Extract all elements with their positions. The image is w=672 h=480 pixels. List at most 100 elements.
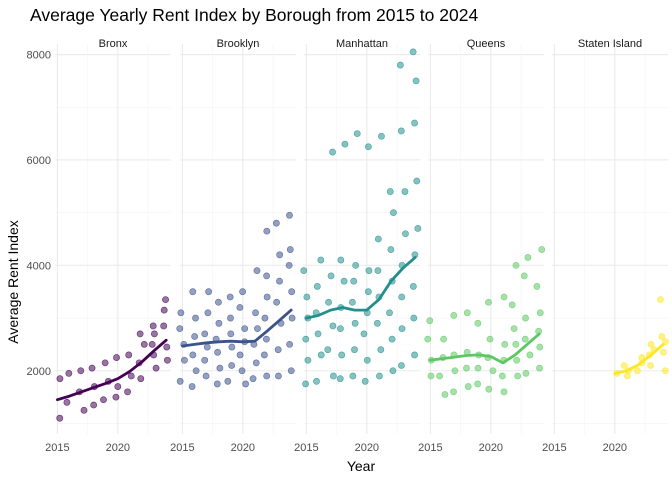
x-tick-label: 2015 (542, 442, 566, 454)
data-point (657, 296, 664, 304)
facet-strip-label: Queens (467, 38, 506, 50)
data-point (353, 130, 361, 137)
data-point (215, 319, 223, 327)
data-point (374, 267, 382, 275)
data-point (314, 330, 322, 338)
data-point (113, 354, 120, 361)
data-point (151, 330, 158, 338)
data-point (216, 364, 224, 372)
data-point (203, 343, 211, 351)
data-point (500, 388, 508, 396)
data-point (389, 367, 397, 375)
y-axis-ticks: 2000 4000 6000 8000 (27, 50, 51, 378)
data-point (90, 401, 98, 409)
facet-panel: Brooklyn 2015 2020 (170, 38, 296, 454)
data-point (239, 288, 247, 296)
data-point (536, 309, 544, 317)
data-point (286, 246, 294, 253)
data-point (313, 377, 320, 385)
data-point (181, 356, 188, 364)
facet-panel: Queens 2015 2020 (418, 38, 546, 454)
data-point (426, 317, 434, 325)
data-point (241, 325, 249, 332)
data-point (411, 119, 418, 127)
data-point (412, 77, 420, 85)
data-point (77, 367, 85, 375)
data-point (386, 309, 393, 317)
trend-line (56, 338, 168, 402)
data-point (348, 298, 356, 306)
data-point (288, 288, 296, 296)
data-point (252, 309, 259, 317)
data-point (524, 254, 532, 261)
data-point (276, 251, 284, 259)
data-point (660, 348, 667, 356)
x-tick-label: 2015 (45, 442, 69, 454)
data-point (352, 261, 360, 269)
data-point (661, 367, 669, 375)
data-point (337, 256, 345, 264)
data-point (276, 277, 283, 285)
data-point (224, 377, 232, 385)
data-point (533, 283, 541, 290)
data-point (409, 48, 417, 56)
data-point (215, 298, 222, 306)
data-point (176, 325, 184, 332)
data-point (148, 341, 156, 348)
y-axis-label: Average Rent Index (5, 220, 21, 344)
data-point (192, 314, 199, 322)
data-point (536, 343, 544, 351)
data-point (520, 272, 528, 280)
data-point (260, 351, 268, 359)
data-point (349, 372, 357, 380)
data-point (474, 319, 482, 327)
data-point (205, 288, 213, 296)
x-tick-label: 2015 (170, 442, 194, 454)
data-point (253, 267, 261, 275)
data-point (441, 391, 449, 398)
data-point (285, 261, 293, 269)
data-point (152, 364, 160, 372)
facet-panels: Bronx 2015 2020 Brooklyn 2015 2020 Manhattan 20… (45, 38, 669, 454)
data-point (88, 364, 96, 372)
x-tick-label: 2015 (418, 442, 442, 454)
data-point (191, 333, 199, 340)
data-point (364, 288, 372, 296)
trend-line (613, 343, 665, 375)
data-point (522, 369, 530, 377)
data-point (163, 343, 171, 351)
data-point (272, 219, 280, 227)
data-point (213, 380, 221, 388)
y-tick-label: 6000 (27, 155, 51, 167)
data-point (336, 325, 344, 332)
data-point (376, 372, 383, 380)
data-point (238, 367, 246, 375)
data-point (361, 377, 369, 385)
data-point (302, 380, 309, 388)
data-point (485, 385, 493, 393)
data-point (160, 322, 168, 330)
data-point (401, 188, 409, 195)
x-tick-label: 2015 (294, 442, 318, 454)
data-point (536, 364, 543, 372)
data-point (498, 372, 506, 380)
data-point (263, 335, 270, 343)
data-point (226, 293, 234, 301)
data-point (228, 343, 236, 351)
data-point (177, 309, 185, 317)
data-point (127, 372, 135, 380)
data-point (390, 209, 397, 217)
facet-panel: Staten Island 2015 2020 (542, 38, 669, 454)
facet-panel: Bronx 2015 2020 (45, 38, 171, 454)
data-point (252, 359, 260, 367)
data-point (114, 383, 122, 390)
data-point (396, 61, 404, 69)
data-point (513, 356, 521, 364)
data-point (254, 325, 261, 332)
x-axis-label: Year (347, 458, 376, 474)
x-tick-label: 2020 (479, 442, 503, 454)
data-point (275, 372, 282, 380)
data-point (410, 314, 418, 322)
data-point (227, 314, 234, 322)
data-point (414, 225, 422, 232)
